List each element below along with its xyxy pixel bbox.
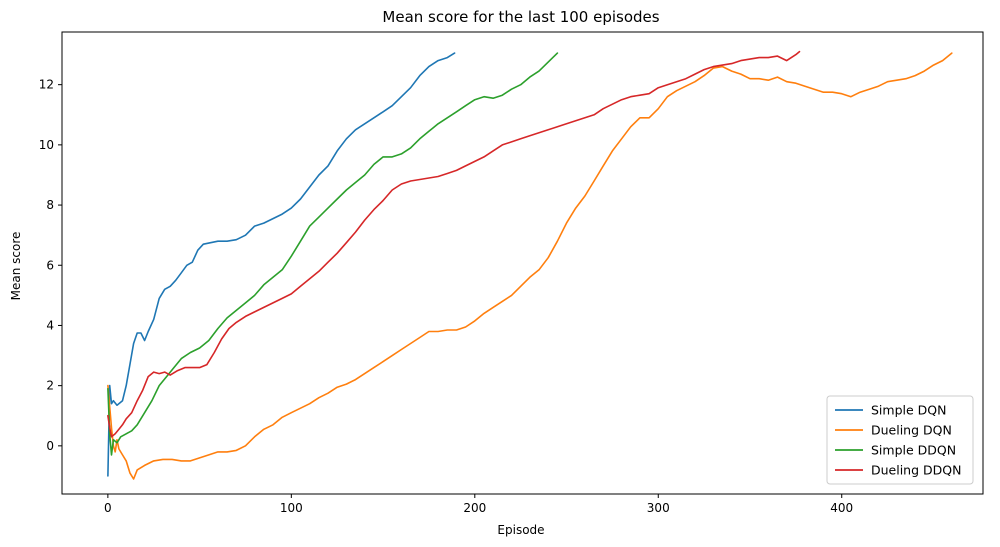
series-line-3 [107, 52, 559, 456]
y-tick-label: 10 [39, 138, 54, 152]
legend-box [826, 395, 974, 485]
x-tick-label: 200 [463, 501, 486, 515]
y-tick-label: 2 [46, 379, 54, 393]
y-tick-label: 8 [46, 198, 54, 212]
legend: Simple DQN Dueling DQN Simple DDQN Dueling … [826, 395, 974, 485]
y-tick-label: 0 [46, 439, 54, 453]
x-tick-label: 100 [280, 501, 303, 515]
y-tick-label: 6 [46, 258, 54, 272]
y-tick-label: 12 [39, 78, 54, 92]
x-tick-label: 0 [104, 501, 112, 515]
axes: 0 100 200 300 400 0 2 4 6 8 10 12 [39, 31, 984, 515]
plot-frame [61, 31, 984, 495]
legend-label-2: Dueling DQN [871, 423, 952, 438]
series-line-1 [107, 52, 456, 477]
series-line-4 [107, 50, 801, 438]
y-axis-title: Mean score [9, 232, 23, 301]
legend-label-4: Dueling DDQN [871, 463, 961, 478]
x-tick-label: 300 [647, 501, 670, 515]
legend-label-1: Simple DQN [871, 403, 946, 418]
x-tick-label: 400 [830, 501, 853, 515]
chart-title: Mean score for the last 100 episodes [382, 8, 659, 26]
plot-area [107, 50, 953, 480]
series-line-2 [107, 52, 953, 480]
x-axis-title: Episode [497, 523, 544, 537]
y-tick-label: 4 [46, 318, 54, 332]
legend-label-3: Simple DDQN [871, 443, 956, 458]
